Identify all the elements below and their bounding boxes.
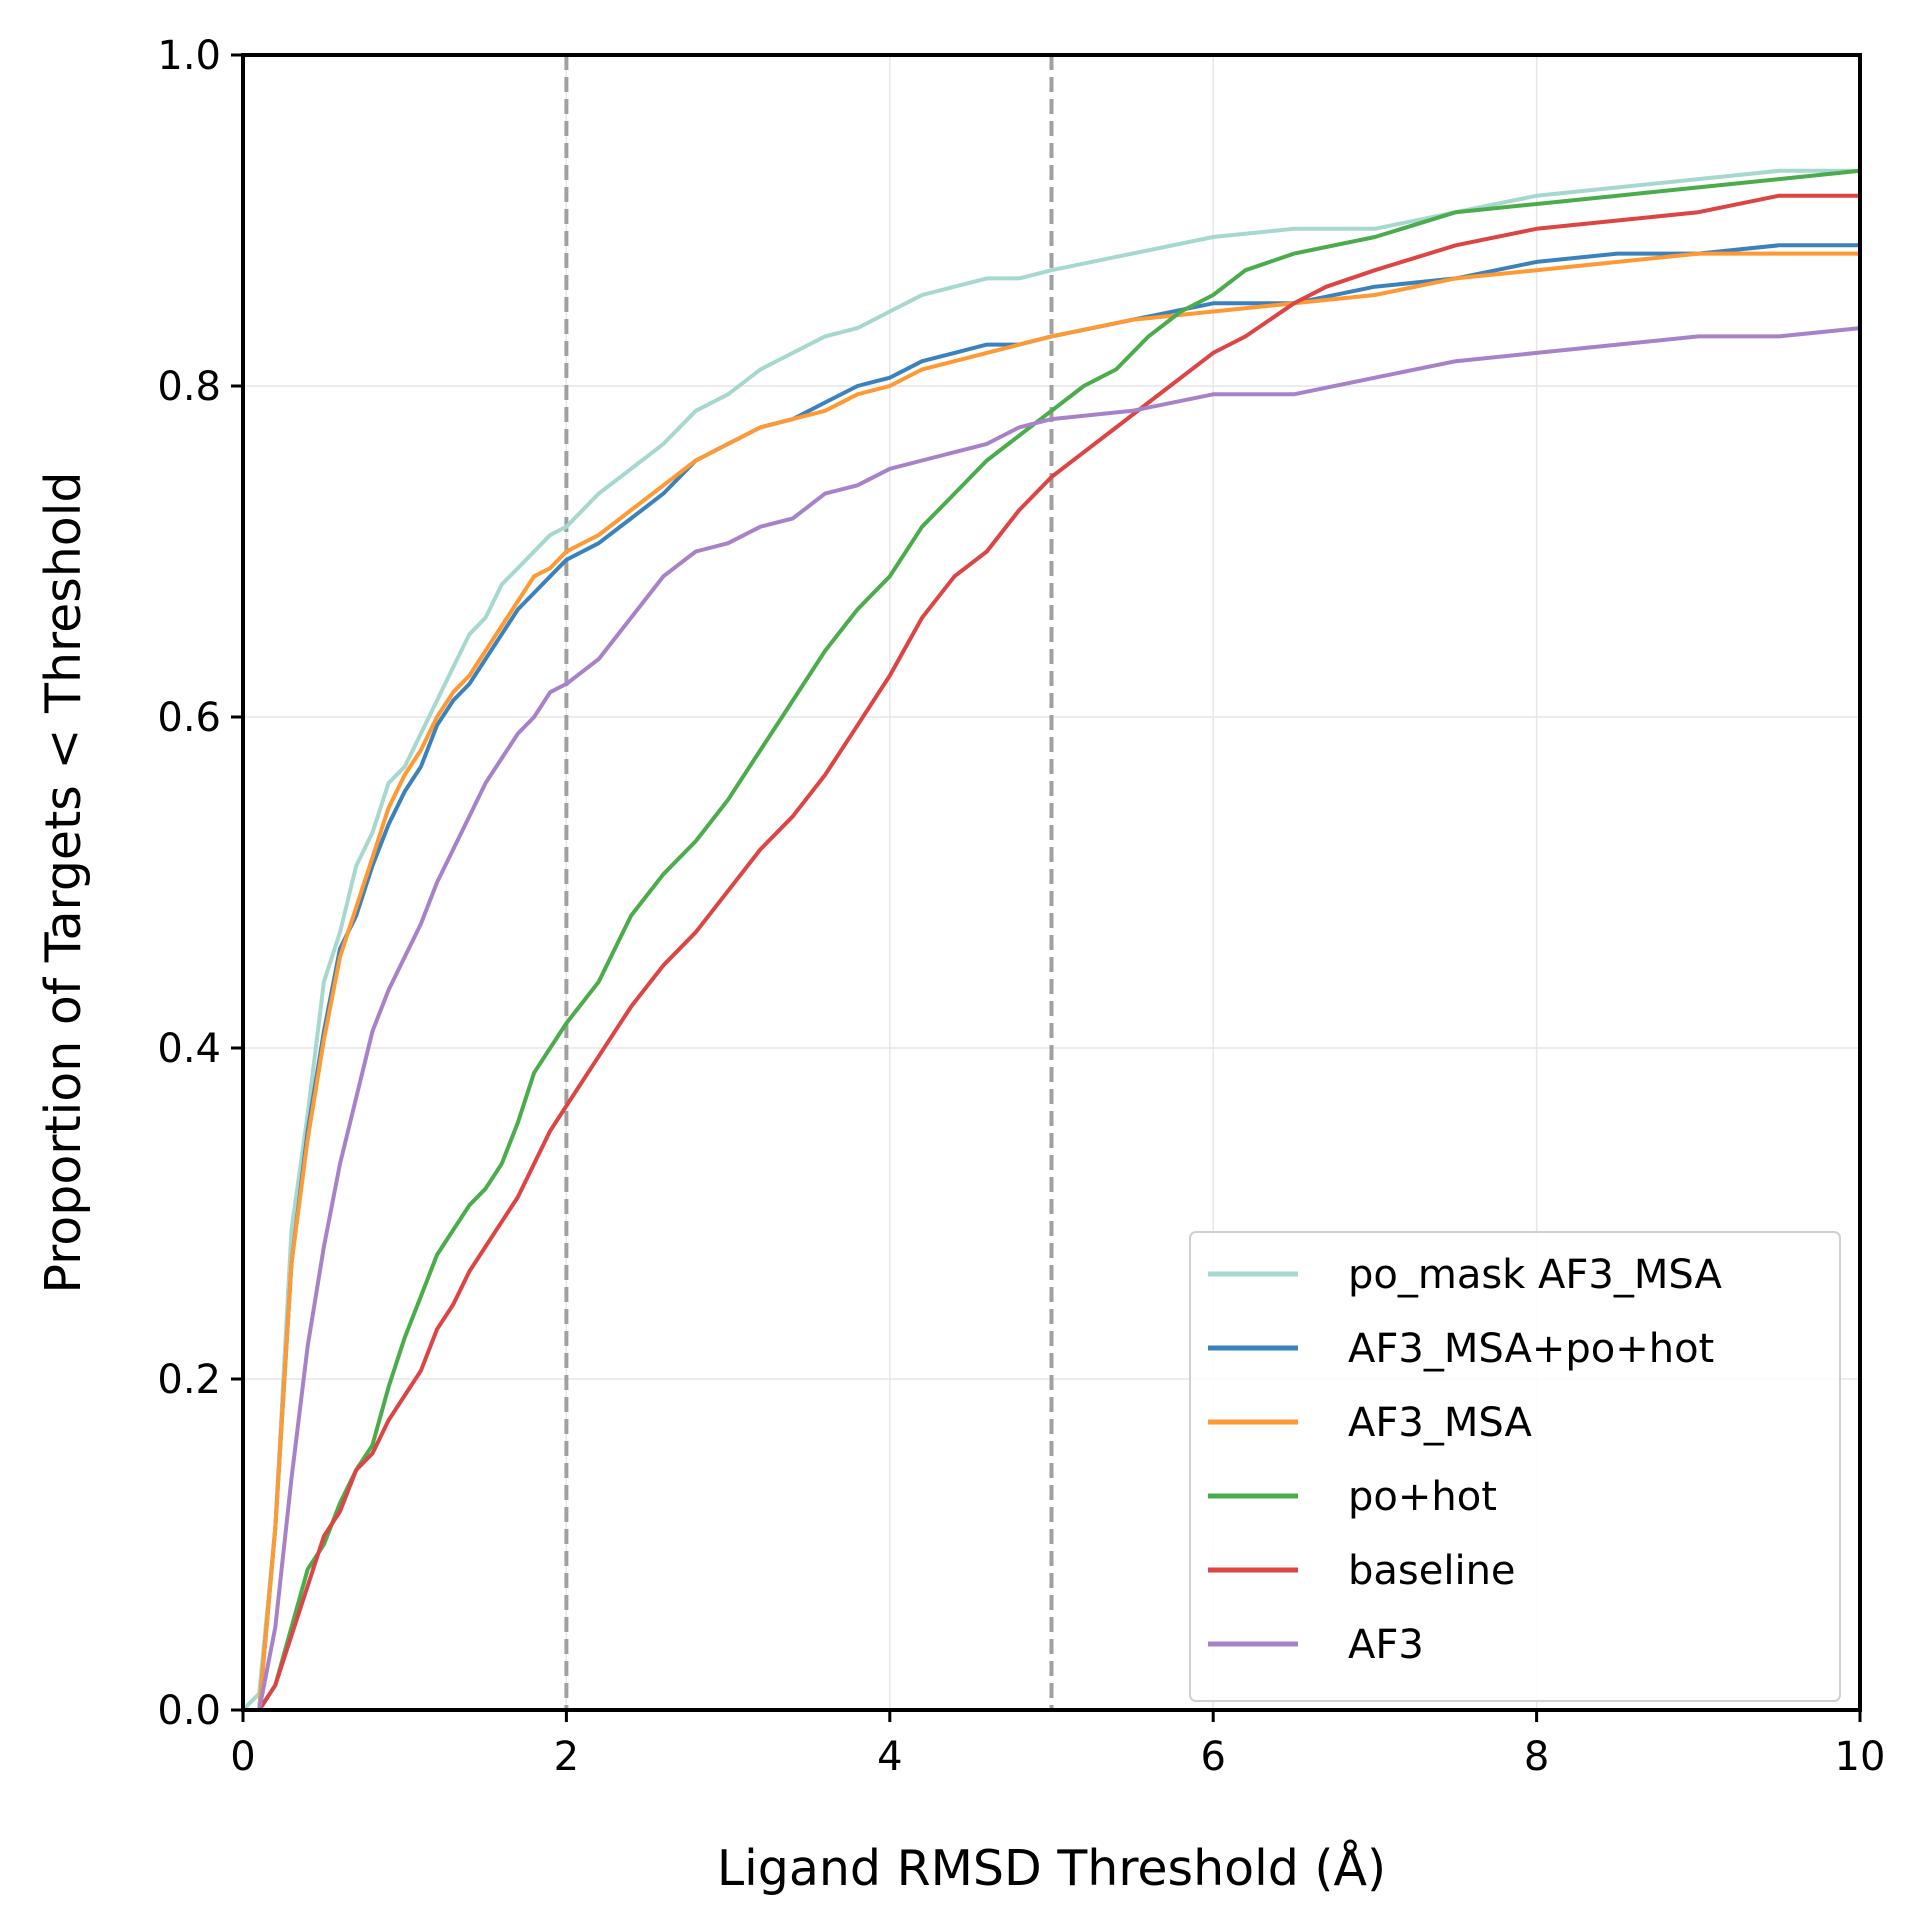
x-tick-label: 10 bbox=[1835, 1734, 1886, 1780]
plot-frame bbox=[241, 53, 1862, 1712]
series-line-po-hot bbox=[243, 168, 1861, 1712]
y-tick-label: 0.4 bbox=[157, 1026, 221, 1072]
y-tick-label: 0.2 bbox=[157, 1357, 221, 1403]
reference-lines bbox=[564, 55, 1054, 1710]
y-tick-label: 0.0 bbox=[157, 1688, 221, 1734]
y-tick-label: 1.0 bbox=[157, 33, 221, 79]
series-lines bbox=[241, 168, 1861, 1712]
legend-entry: AF3 bbox=[1348, 1622, 1424, 1668]
y-tick-label: 0.8 bbox=[157, 364, 221, 410]
legend-entry: po+hot bbox=[1348, 1474, 1497, 1520]
y-axis-title: Proportion of Targets < Threshold bbox=[35, 471, 92, 1293]
series-line-af3-msa-po-hot bbox=[243, 243, 1860, 1712]
legend-entry: AF3_MSA+po+hot bbox=[1348, 1326, 1714, 1372]
legend: po_mask AF3_MSA AF3_MSA+po+hot AF3_MSA po+h… bbox=[1189, 1231, 1841, 1702]
axis-ticks: 0 2 4 6 8 10 0.0 0.2 0.4 0.6 0.8 1.0 bbox=[157, 33, 1885, 1780]
legend-entry: po_mask AF3_MSA bbox=[1348, 1252, 1723, 1298]
x-tick-label: 8 bbox=[1524, 1734, 1549, 1780]
series-line-af3 bbox=[243, 326, 1861, 1712]
x-tick-label: 2 bbox=[554, 1734, 579, 1780]
legend-entry: AF3_MSA bbox=[1348, 1400, 1532, 1446]
legend-entry: baseline bbox=[1348, 1548, 1516, 1594]
series-line-baseline bbox=[243, 193, 1860, 1712]
y-tick-label: 0.6 bbox=[157, 695, 221, 741]
x-tick-label: 0 bbox=[230, 1734, 255, 1780]
legend-box bbox=[1189, 1231, 1841, 1702]
x-axis-title: Ligand RMSD Threshold (Å) bbox=[717, 1838, 1386, 1897]
series-line-af3-msa bbox=[243, 251, 1860, 1712]
series-line-po-mask-af3-msa bbox=[241, 168, 1860, 1712]
x-tick-label: 6 bbox=[1200, 1734, 1225, 1780]
x-tick-label: 4 bbox=[877, 1734, 902, 1780]
